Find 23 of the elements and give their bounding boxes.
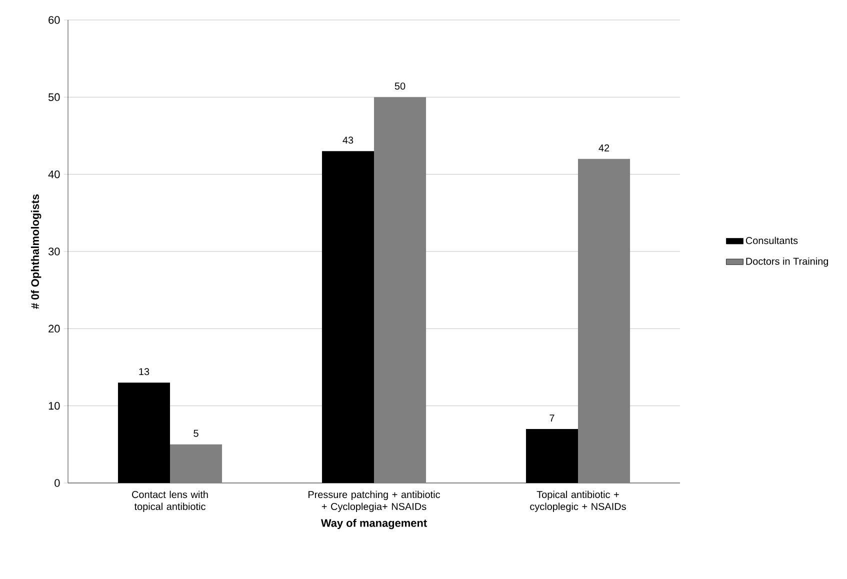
bar [374,97,426,483]
data-label: 43 [342,136,354,144]
y-tick-label: 30 [48,248,60,256]
legend-label: Doctors in Training [746,257,828,267]
y-tick-label: 20 [48,324,60,333]
y-tick-label: 10 [48,402,60,410]
y-axis-title: # 0f Ophthalmologists [30,194,42,309]
x-tick-label: Pressure patching + antibiotic + Cycloplegia+ NSAIDs [308,490,440,512]
data-label: 50 [394,82,406,90]
x-tick-label: Topical antibiotic + cycloplegic + NSAIDs [530,490,626,512]
data-label: 5 [194,430,198,437]
y-tick-label: 50 [48,93,60,102]
data-label: 13 [139,368,150,376]
y-tick-label: 60 [48,16,60,24]
legend-label: Consultants [746,236,798,244]
bar [578,158,630,483]
y-tick-label: 40 [48,170,60,178]
bar [170,444,222,483]
data-label: 42 [598,144,610,152]
x-axis-title: Way of management [320,518,427,530]
y-tick-label: 0 [54,479,60,487]
x-tick-label: Contact lens with topical antibiotic [132,490,208,512]
data-label: 7 [550,414,554,422]
